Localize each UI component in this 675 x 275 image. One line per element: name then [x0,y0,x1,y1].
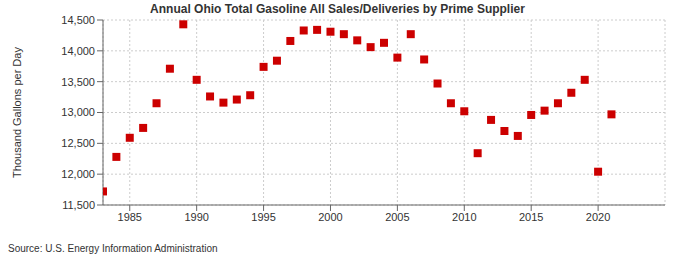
svg-text:1990: 1990 [184,211,208,223]
svg-text:2020: 2020 [586,211,610,223]
html-text:Annual Ohio Total Gasoline All: Annual Ohio Total Gasoline All Sales/Del… [150,2,525,16]
svg-text:2000: 2000 [318,211,342,223]
svg-text:2005: 2005 [385,211,409,223]
svg-text:12,000: 12,000 [61,168,95,180]
html-text:Source: U.S. Energy Informatio: Source: U.S. Energy Information Administ… [8,243,218,254]
svg-text:Thousand Gallons per Day: Thousand Gallons per Day [11,47,23,178]
svg-text:2015: 2015 [519,211,543,223]
svg-text:13,500: 13,500 [61,76,95,88]
svg-text:2010: 2010 [452,211,476,223]
svg-text:13,000: 13,000 [61,106,95,118]
svg-text:14,500: 14,500 [61,14,95,26]
svg-text:1985: 1985 [118,211,142,223]
svg-text:1995: 1995 [251,211,275,223]
svg-text:11,500: 11,500 [62,199,95,211]
svg-text:12,500: 12,500 [61,137,95,149]
svg-text:14,000: 14,000 [61,45,95,57]
